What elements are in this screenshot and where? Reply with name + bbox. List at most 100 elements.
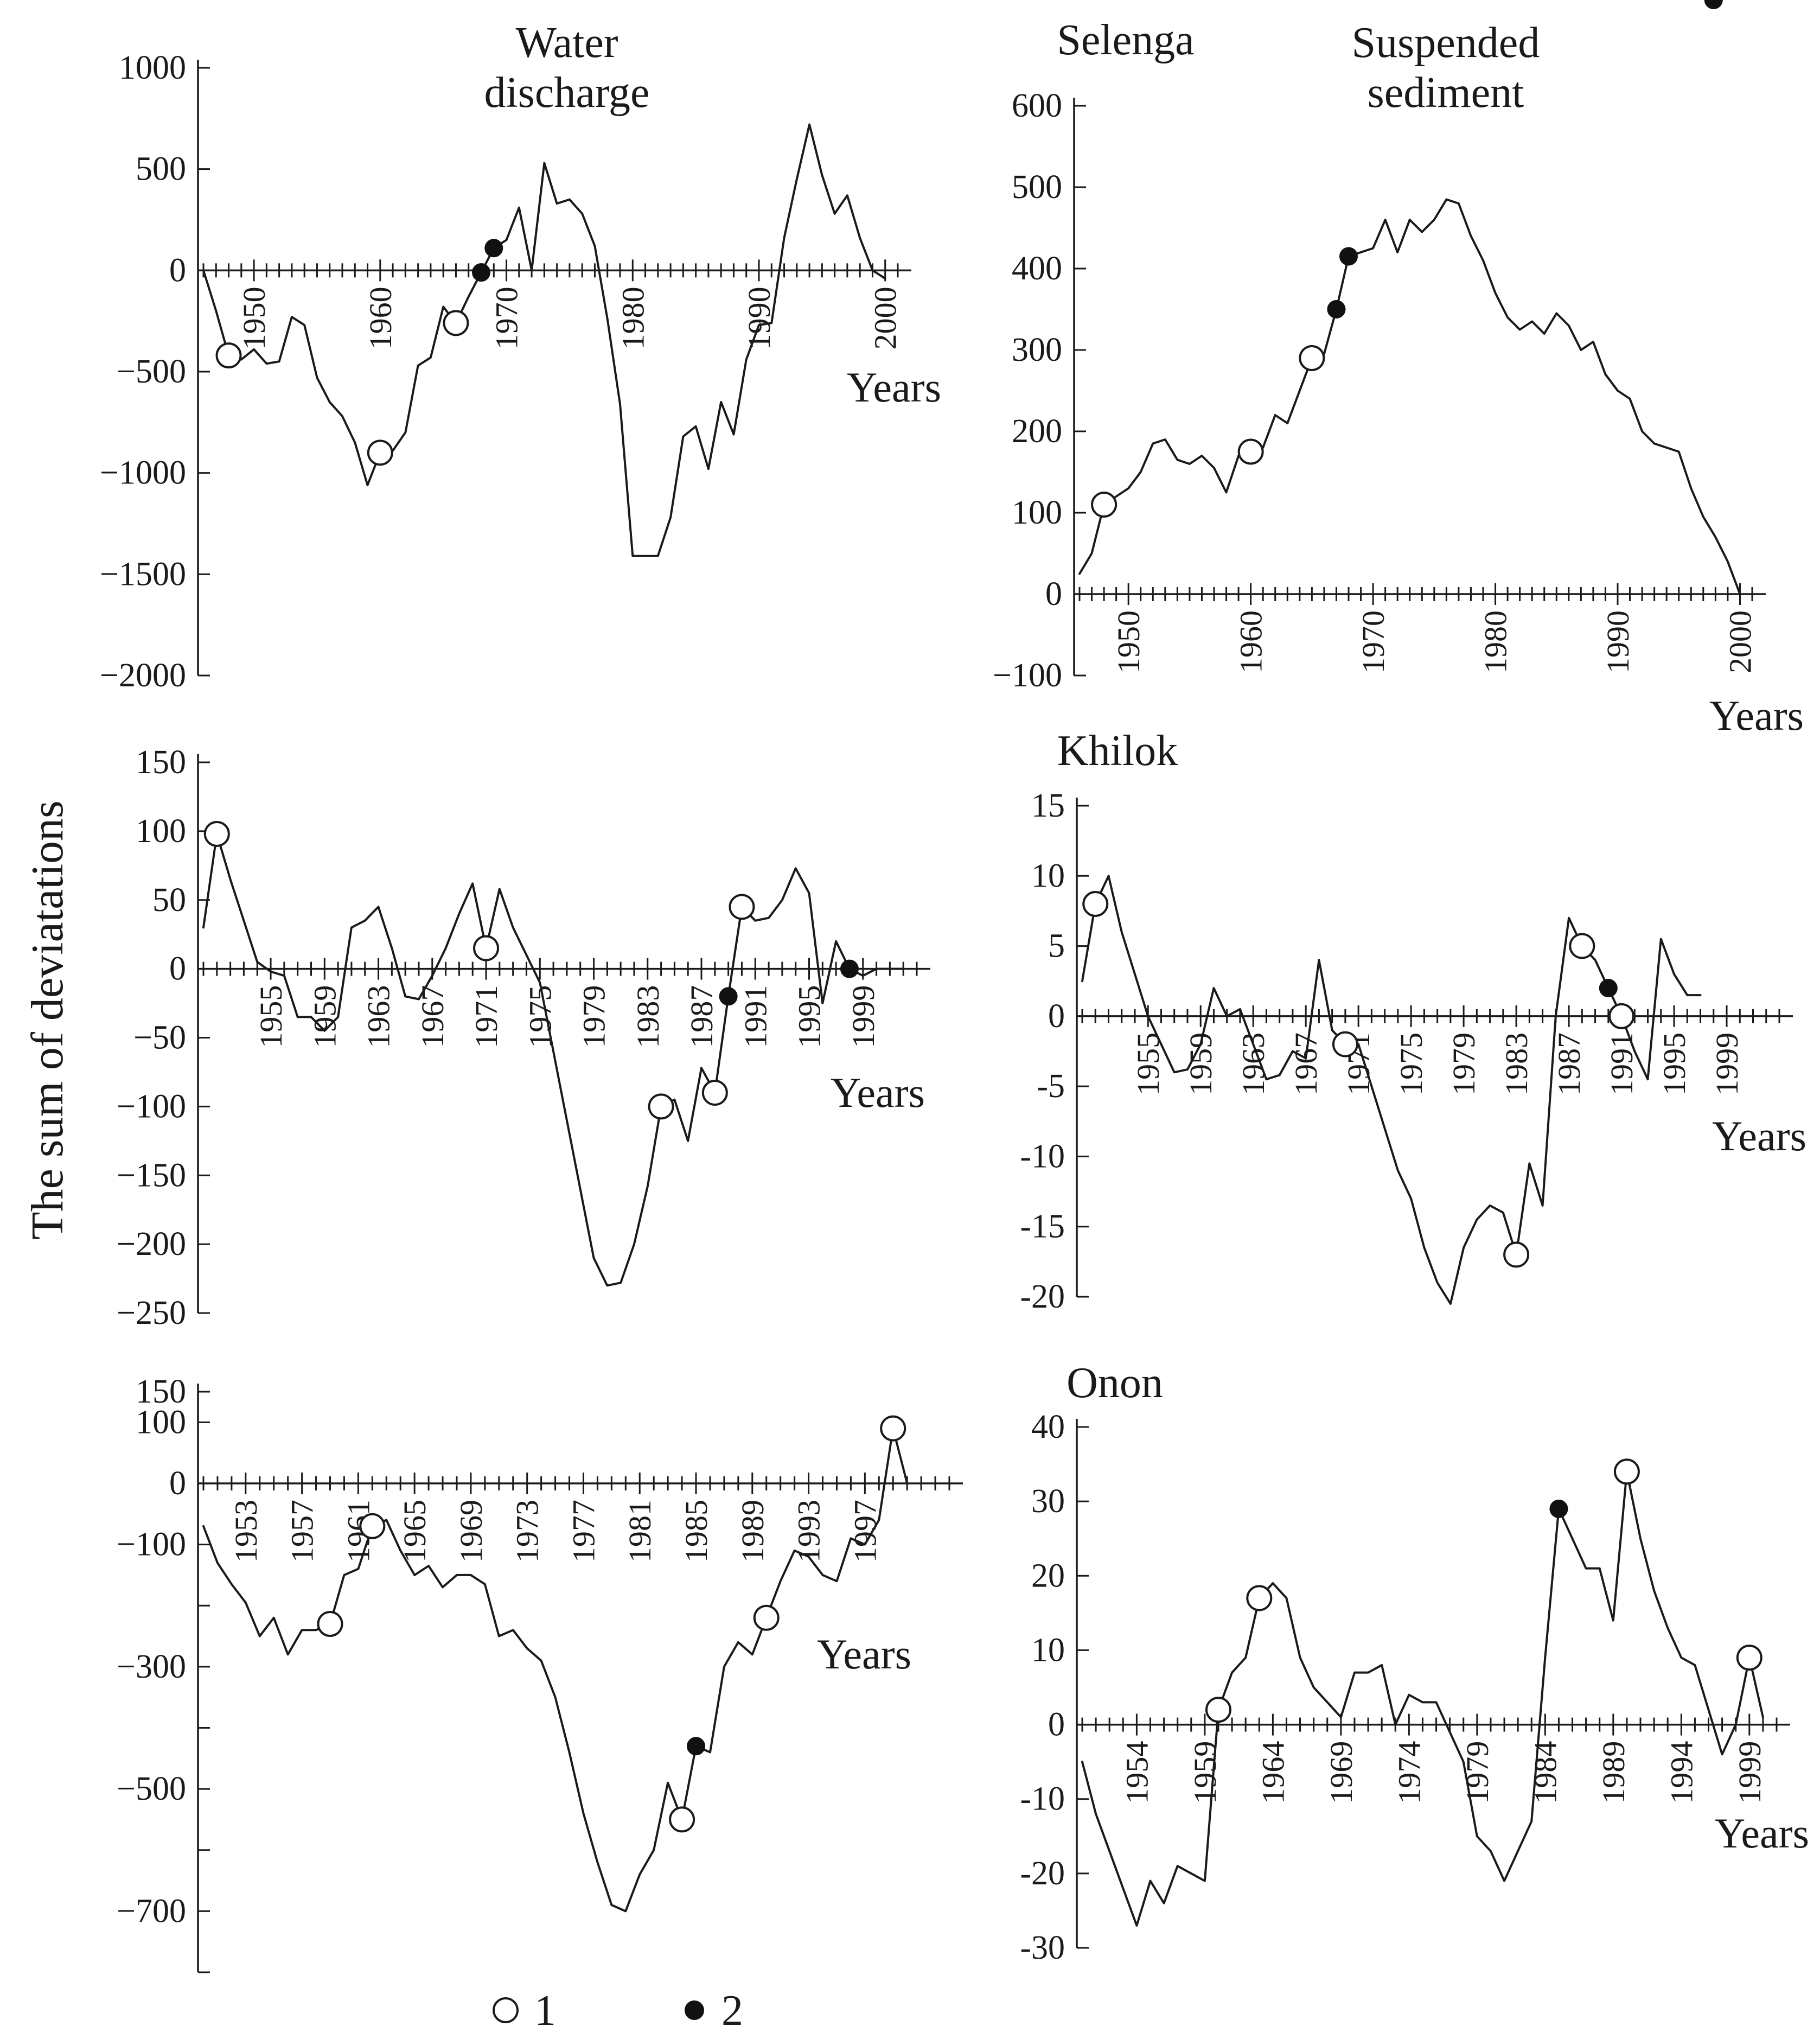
selenga-sediment-filled-marker bbox=[1339, 247, 1358, 266]
selenga-sediment-title: Suspended sediment bbox=[1352, 19, 1540, 117]
onon-sediment-ytick-label: -20 bbox=[1020, 1855, 1065, 1892]
khilok-sediment-ytick-label: 15 bbox=[1031, 787, 1065, 824]
onon-sediment-open-marker bbox=[1613, 1458, 1640, 1485]
khilok-sediment-xtick-label: 1995 bbox=[1657, 1033, 1692, 1095]
khilok-sediment-xtick-label: 1991 bbox=[1604, 1033, 1639, 1095]
selenga-sediment-series-line bbox=[1078, 198, 1741, 595]
legend: 1 2 bbox=[493, 1987, 743, 2035]
khilok-water-xtick-label: 1999 bbox=[846, 985, 881, 1048]
onon-sediment-ytick-label: 30 bbox=[1031, 1483, 1065, 1520]
onon-water-x-axis-label: Years bbox=[817, 1630, 911, 1678]
selenga-water-x-axis-label: Years bbox=[847, 364, 941, 411]
panel-selenga-suspended-sediment: 600 500 400 300 200 100 0 −100 1950 1960 1970 1980 1… bbox=[993, 16, 1804, 739]
khilok-sediment-open-marker bbox=[1608, 1003, 1635, 1029]
onon-water-open-marker bbox=[669, 1806, 695, 1833]
selenga-water-filled-marker bbox=[472, 263, 490, 282]
khilok-sediment-ytick-label: -20 bbox=[1020, 1278, 1065, 1315]
selenga-sediment-ytick-label: 400 bbox=[1012, 250, 1062, 287]
khilok-water-ytick-label: −50 bbox=[133, 1020, 186, 1056]
onon-sediment-xtick-label: 1959 bbox=[1187, 1741, 1223, 1804]
selenga-sediment-ytick-label: 200 bbox=[1012, 413, 1062, 450]
onon-sediment-filled-marker bbox=[1549, 1499, 1568, 1518]
selenga-water-ytick-label: −2000 bbox=[100, 657, 186, 694]
khilok-water-filled-marker bbox=[840, 959, 859, 978]
khilok-sediment-filled-marker bbox=[1704, 0, 1723, 9]
legend-filled-marker bbox=[685, 2000, 704, 2020]
selenga-sediment-ytick-label: 600 bbox=[1012, 87, 1062, 124]
onon-water-xtick-label: 1953 bbox=[228, 1500, 264, 1563]
khilok-water-xtick-label: 1987 bbox=[684, 985, 719, 1048]
khilok-water-ytick-label: −100 bbox=[117, 1088, 186, 1125]
onon-water-ytick-label: −300 bbox=[117, 1648, 186, 1685]
onon-sediment-ytick-label: 40 bbox=[1031, 1409, 1065, 1445]
selenga-sediment-river-name: Selenga bbox=[1057, 16, 1194, 64]
onon-sediment-ytick-label: 0 bbox=[1048, 1706, 1065, 1743]
onon-sediment-x-axis-label: Years bbox=[1715, 1809, 1809, 1857]
onon-water-ytick-label: 0 bbox=[169, 1465, 186, 1502]
khilok-water-ytick-label: 100 bbox=[136, 813, 186, 850]
onon-water-open-marker bbox=[880, 1415, 906, 1442]
khilok-sediment-river-name: Khilok bbox=[1057, 727, 1178, 775]
legend-open-label: 1 bbox=[534, 1987, 556, 2035]
onon-sediment-open-marker bbox=[1736, 1645, 1762, 1671]
onon-water-open-marker bbox=[753, 1604, 780, 1631]
khilok-sediment-series-line bbox=[1081, 875, 1702, 1305]
khilok-sediment-xtick-label: 1979 bbox=[1446, 1033, 1481, 1095]
khilok-sediment-xtick-label: 1967 bbox=[1288, 1033, 1324, 1095]
selenga-water-ytick-label: −1000 bbox=[100, 455, 186, 492]
onon-sediment-xtick-label: 1999 bbox=[1732, 1741, 1767, 1804]
selenga-water-xtick-label: 2000 bbox=[868, 286, 903, 349]
khilok-water-xtick-label: 1955 bbox=[253, 985, 289, 1048]
onon-water-xtick-label: 1989 bbox=[735, 1500, 770, 1563]
onon-sediment-xtick-label: 1969 bbox=[1324, 1741, 1359, 1804]
y-axis-label: The sum of deviatations bbox=[22, 800, 73, 1239]
onon-sediment-xtick-label: 1964 bbox=[1255, 1741, 1291, 1804]
selenga-water-open-marker bbox=[367, 439, 393, 466]
khilok-sediment-ytick-label: 10 bbox=[1031, 857, 1065, 894]
onon-sediment-ytick-label: -30 bbox=[1020, 1929, 1065, 1966]
onon-water-xtick-label: 1973 bbox=[510, 1500, 545, 1563]
khilok-water-open-marker bbox=[203, 820, 230, 847]
selenga-sediment-xtick-label: 1950 bbox=[1111, 610, 1146, 673]
selenga-sediment-xtick-label: 2000 bbox=[1722, 610, 1758, 673]
khilok-water-ytick-label: −250 bbox=[117, 1295, 186, 1331]
onon-water-ytick-label: 100 bbox=[136, 1404, 186, 1441]
khilok-sediment-filled-marker bbox=[1599, 979, 1618, 998]
onon-sediment-series-line bbox=[1081, 1470, 1764, 1927]
onon-sediment-xtick-label: 1989 bbox=[1596, 1741, 1631, 1804]
khilok-sediment-open-marker bbox=[1082, 891, 1109, 917]
selenga-water-title: Water discharge bbox=[484, 19, 649, 117]
khilok-water-xtick-label: 1963 bbox=[361, 985, 397, 1048]
onon-sediment-ytick-label: -10 bbox=[1020, 1781, 1065, 1818]
khilok-water-xtick-label: 1991 bbox=[738, 985, 773, 1048]
khilok-water-open-marker bbox=[648, 1093, 674, 1120]
khilok-water-open-marker bbox=[729, 894, 755, 920]
onon-sediment-open-marker bbox=[1246, 1585, 1273, 1611]
legend-open-marker bbox=[493, 1997, 519, 2023]
khilok-water-xtick-label: 1975 bbox=[522, 985, 558, 1048]
selenga-water-ytick-label: 1000 bbox=[119, 49, 186, 86]
selenga-water-filled-marker bbox=[484, 239, 503, 258]
khilok-water-series-line bbox=[202, 833, 905, 1287]
selenga-water-series-line bbox=[202, 123, 886, 557]
panel-onon-suspended-sediment: 40 30 20 10 0 -10 -20 -30 1954 1959 1964 1969 1974 19… bbox=[1020, 1359, 1809, 1966]
selenga-sediment-ytick-label: 100 bbox=[1012, 494, 1062, 531]
khilok-sediment-xtick-label: 1987 bbox=[1551, 1033, 1587, 1095]
selenga-sediment-open-marker bbox=[1091, 492, 1117, 518]
onon-water-xtick-label: 1969 bbox=[454, 1500, 489, 1563]
selenga-sediment-xtick-label: 1980 bbox=[1478, 610, 1514, 673]
khilok-water-open-marker bbox=[701, 1080, 728, 1106]
selenga-sediment-ytick-label: 300 bbox=[1012, 332, 1062, 368]
khilok-water-ytick-label: −150 bbox=[117, 1157, 186, 1194]
khilok-sediment-xtick-label: 1975 bbox=[1394, 1033, 1429, 1095]
selenga-water-ytick-label: −500 bbox=[117, 353, 186, 390]
selenga-water-ytick-label: 500 bbox=[136, 151, 186, 188]
selenga-water-ytick-label: 0 bbox=[169, 252, 186, 289]
khilok-sediment-x-axis-label: Years bbox=[1712, 1112, 1806, 1159]
onon-sediment-ytick-label: 20 bbox=[1031, 1557, 1065, 1594]
onon-sediment-xtick-label: 1974 bbox=[1391, 1741, 1427, 1804]
khilok-water-xtick-label: 1959 bbox=[307, 985, 342, 1048]
selenga-sediment-xtick-label: 1970 bbox=[1356, 610, 1391, 673]
